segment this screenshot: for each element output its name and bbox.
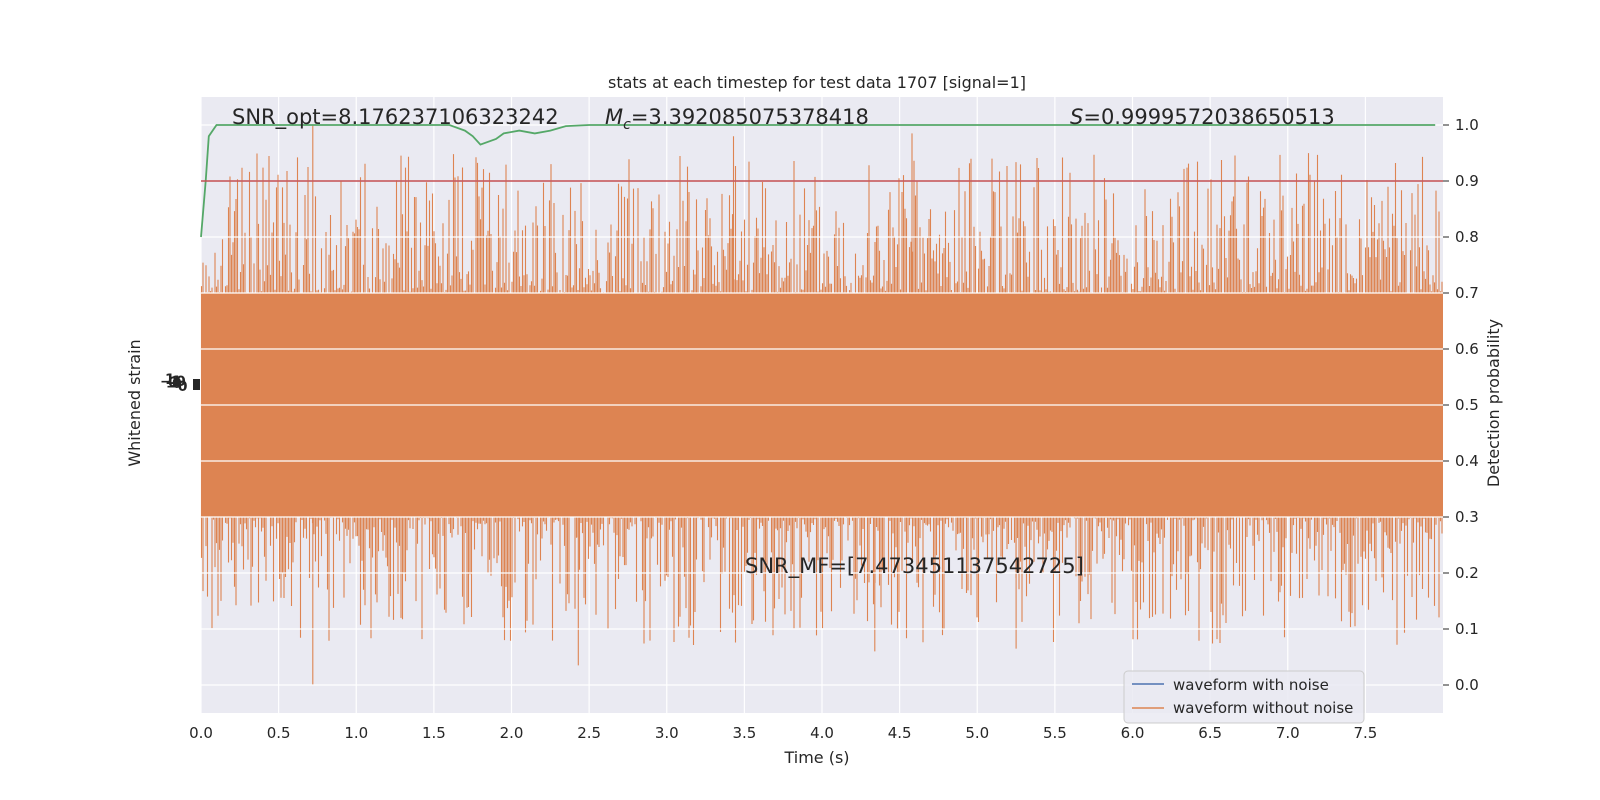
x-tick-label: 0.0 [189, 724, 213, 742]
x-tick-label: 6.5 [1198, 724, 1222, 742]
y-tick-label: 1.0 [1455, 116, 1479, 134]
x-axis-label: Time (s) [783, 748, 849, 767]
x-tick-label: 5.0 [965, 724, 989, 742]
detection-probability-line [200, 124, 1436, 238]
x-tick-label: 2.0 [500, 724, 524, 742]
left-tick-label: −0 [166, 379, 188, 395]
left-tick-label: 0 [168, 375, 178, 391]
left-tick-label: −1 [160, 374, 181, 390]
x-tick-label: 7.5 [1353, 724, 1377, 742]
x-tick-label: 7.0 [1276, 724, 1300, 742]
y-tick-label: 0.7 [1455, 284, 1479, 302]
y-axis-right-label: Detection probability [1484, 319, 1503, 487]
y-grid-overlay [201, 124, 1443, 686]
x-tick-label: 3.5 [732, 724, 756, 742]
x-tick-label: 1.5 [422, 724, 446, 742]
s-annotation: S=0.9999572038650513 [1070, 105, 1335, 129]
y-tick-label: 0.6 [1455, 340, 1479, 358]
x-axis-ticks: 0.0 0.5 1.0 1.5 2.0 2.5 3.0 3.5 4.0 4.5 5.0 5.5 6.0 6… [189, 724, 1377, 742]
x-tick-label: 6.0 [1121, 724, 1145, 742]
noise-spikes [200, 125, 1443, 685]
y-tick-label: 0.8 [1455, 228, 1479, 246]
y-tick-label: 0.9 [1455, 172, 1479, 190]
y-axis-left-label: Whitened strain [125, 339, 144, 466]
y-axis-right-ticks: 0.0 0.1 0.2 0.3 0.4 0.5 0.6 0.7 0.8 0.9 1.0 [1443, 116, 1479, 694]
x-tick-label: 5.5 [1043, 724, 1067, 742]
legend-label-with-noise: waveform with noise [1173, 676, 1329, 694]
x-tick-label: 4.5 [888, 724, 912, 742]
legend-box [1123, 670, 1365, 724]
chart-title: stats at each timestep for test data 170… [608, 73, 1026, 92]
x-tick-label: 1.0 [344, 724, 368, 742]
y-tick-label: 0.1 [1455, 620, 1479, 638]
x-tick-label: 4.0 [810, 724, 834, 742]
x-tick-label: 2.5 [577, 724, 601, 742]
x-tick-label: 0.5 [267, 724, 291, 742]
y-tick-label: 0.2 [1455, 564, 1479, 582]
snr-mf-annotation: SNR_MF=[7.473451137542725] [745, 554, 1084, 579]
snr-opt-annotation: SNR_opt=8.176237106323242 [232, 105, 559, 130]
x-tick-label: 3.0 [655, 724, 679, 742]
y-tick-label: 0.3 [1455, 508, 1479, 526]
legend-label-without-noise: waveform without noise [1173, 699, 1353, 717]
legend: waveform with noise waveform without noi… [1123, 670, 1365, 724]
y-tick-label: 0.4 [1455, 452, 1479, 470]
y-tick-label: 0.5 [1455, 396, 1479, 414]
chirp-mass-annotation: Mc=3.392085075378418 [605, 105, 869, 133]
left-tick-mark [193, 379, 200, 390]
left-tick-label: 0 [176, 374, 186, 390]
left-tick-label: 0 [172, 376, 182, 392]
y-tick-label: 0.0 [1455, 676, 1479, 694]
left-tick-label: 1 [165, 372, 175, 388]
